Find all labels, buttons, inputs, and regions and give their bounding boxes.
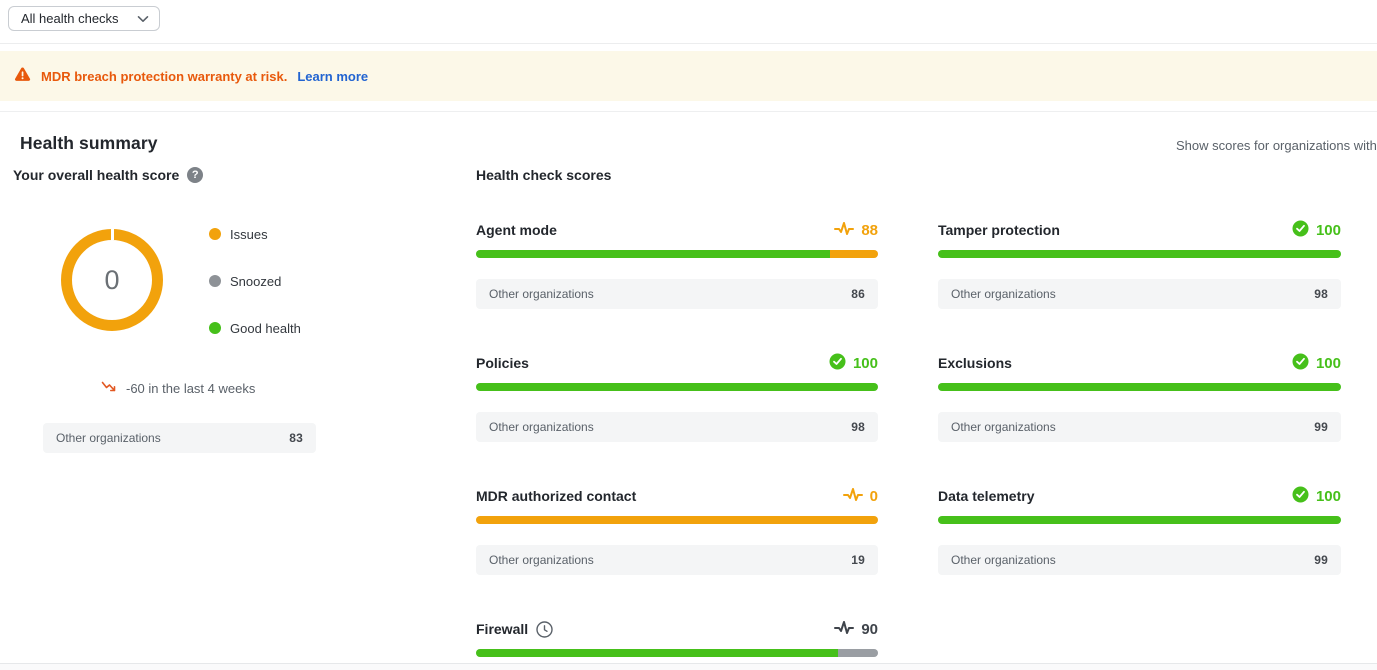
card-benchmark-row: Other organizations 98 — [938, 279, 1341, 309]
snoozed-dot-icon — [209, 275, 221, 287]
bottom-divider — [0, 663, 1377, 670]
check-circle-icon — [1292, 220, 1309, 240]
donut-center-value: 0 — [104, 264, 120, 295]
pulse-icon — [834, 620, 855, 639]
score-card-data-telemetry: Data telemetry 100 Other organizations 9… — [938, 485, 1341, 575]
score-card-agent-mode: Agent mode 88 Other organizations 86 — [476, 219, 878, 309]
legend-item-issues: Issues — [209, 224, 301, 244]
score-cards-grid: Agent mode 88 Other organizations 86 — [476, 219, 1377, 657]
chevron-down-icon — [137, 15, 149, 23]
card-benchmark-row: Other organizations 98 — [476, 412, 878, 442]
card-title: Firewall — [476, 621, 529, 637]
card-title: Tamper protection — [938, 222, 1060, 238]
check-circle-icon — [829, 353, 846, 373]
health-check-scores-panel: Health check scores Agent mode 88 Other … — [476, 167, 1377, 657]
overall-benchmark-row: Other organizations 83 — [43, 423, 316, 453]
health-score-donut: 0 — [61, 227, 163, 331]
benchmark-value: 98 — [1314, 287, 1328, 301]
legend-label: Good health — [230, 320, 301, 336]
issues-dot-icon — [209, 228, 221, 240]
donut-legend: Issues Snoozed Good health — [209, 224, 301, 338]
score-card-tamper-protection: Tamper protection 100 Other organization… — [938, 219, 1341, 309]
trending-down-icon — [101, 380, 118, 396]
benchmark-label: Other organizations — [951, 287, 1056, 301]
snooze-clock-icon[interactable] — [536, 620, 553, 638]
banner-message: MDR breach protection warranty at risk. — [41, 68, 288, 84]
benchmark-value: 86 — [851, 287, 865, 301]
score-value: 100 — [1315, 354, 1341, 372]
score-bar — [938, 516, 1341, 524]
pulse-icon — [834, 221, 855, 240]
help-question-icon[interactable]: ? — [187, 167, 204, 183]
benchmark-label: Other organizations — [489, 553, 594, 567]
card-benchmark-row: Other organizations 99 — [938, 545, 1341, 575]
warning-triangle-icon — [14, 67, 31, 85]
legend-item-snoozed: Snoozed — [209, 271, 301, 291]
page-title: Health summary — [20, 133, 158, 153]
trend-text: -60 in the last 4 weeks — [126, 380, 256, 396]
card-title: MDR authorized contact — [476, 488, 637, 504]
health-check-scores-title: Health check scores — [476, 167, 612, 183]
card-title: Policies — [476, 355, 529, 371]
donut-gap — [110, 227, 114, 240]
card-benchmark-row: Other organizations 19 — [476, 545, 878, 575]
benchmark-value: 98 — [851, 420, 865, 434]
mdr-warning-banner: MDR breach protection warranty at risk. … — [0, 51, 1377, 101]
card-title: Agent mode — [476, 222, 557, 238]
filter-note: Show scores for organizations with — [1176, 138, 1377, 153]
legend-label: Snoozed — [230, 273, 282, 289]
health-check-filter-value: All health checks — [21, 11, 119, 26]
learn-more-link[interactable]: Learn more — [297, 68, 369, 84]
check-circle-icon — [1292, 353, 1309, 373]
card-benchmark-row: Other organizations 99 — [938, 412, 1341, 442]
score-value: 90 — [861, 620, 878, 638]
benchmark-label: Other organizations — [951, 420, 1056, 434]
legend-item-good-health: Good health — [209, 318, 301, 338]
good-health-dot-icon — [209, 322, 221, 334]
benchmark-value: 99 — [1314, 420, 1328, 434]
score-value: 88 — [861, 221, 878, 239]
score-value: 100 — [852, 354, 878, 372]
banner-section: MDR breach protection warranty at risk. … — [0, 51, 1377, 112]
benchmark-label: Other organizations — [489, 287, 594, 301]
top-toolbar: All health checks — [0, 0, 1377, 44]
health-check-filter-dropdown[interactable]: All health checks — [8, 6, 160, 31]
score-trend: -60 in the last 4 weeks — [101, 380, 476, 396]
pulse-icon — [842, 487, 863, 506]
legend-label: Issues — [230, 226, 268, 242]
benchmark-label: Other organizations — [489, 420, 594, 434]
score-card-firewall: Firewall 90 — [476, 618, 878, 657]
score-card-exclusions: Exclusions 100 Other organizations 99 — [938, 352, 1341, 442]
score-value: 100 — [1315, 221, 1341, 239]
score-bar — [476, 383, 878, 391]
score-card-policies: Policies 100 Other organizations 98 — [476, 352, 878, 442]
score-value: 100 — [1315, 487, 1341, 505]
score-value: 0 — [869, 487, 878, 505]
card-benchmark-row: Other organizations 86 — [476, 279, 878, 309]
main-content: Health summary Show scores for organizat… — [0, 112, 1377, 657]
score-bar — [476, 250, 878, 258]
score-bar — [476, 649, 878, 657]
score-card-mdr-authorized-contact: MDR authorized contact 0 Other organizat… — [476, 485, 878, 575]
score-bar — [938, 383, 1341, 391]
benchmark-value: 99 — [1314, 553, 1328, 567]
overall-score-subtitle: Your overall health score — [13, 167, 180, 183]
overall-health-panel: Your overall health score ? 0 Issues — [13, 167, 476, 657]
benchmark-label: Other organizations — [56, 431, 161, 445]
score-bar — [938, 250, 1341, 258]
benchmark-value: 19 — [851, 553, 865, 567]
benchmark-label: Other organizations — [951, 553, 1056, 567]
check-circle-icon — [1292, 486, 1309, 506]
score-bar — [476, 516, 878, 524]
benchmark-value: 83 — [289, 431, 303, 445]
card-title: Data telemetry — [938, 488, 1035, 504]
card-title: Exclusions — [938, 355, 1012, 371]
